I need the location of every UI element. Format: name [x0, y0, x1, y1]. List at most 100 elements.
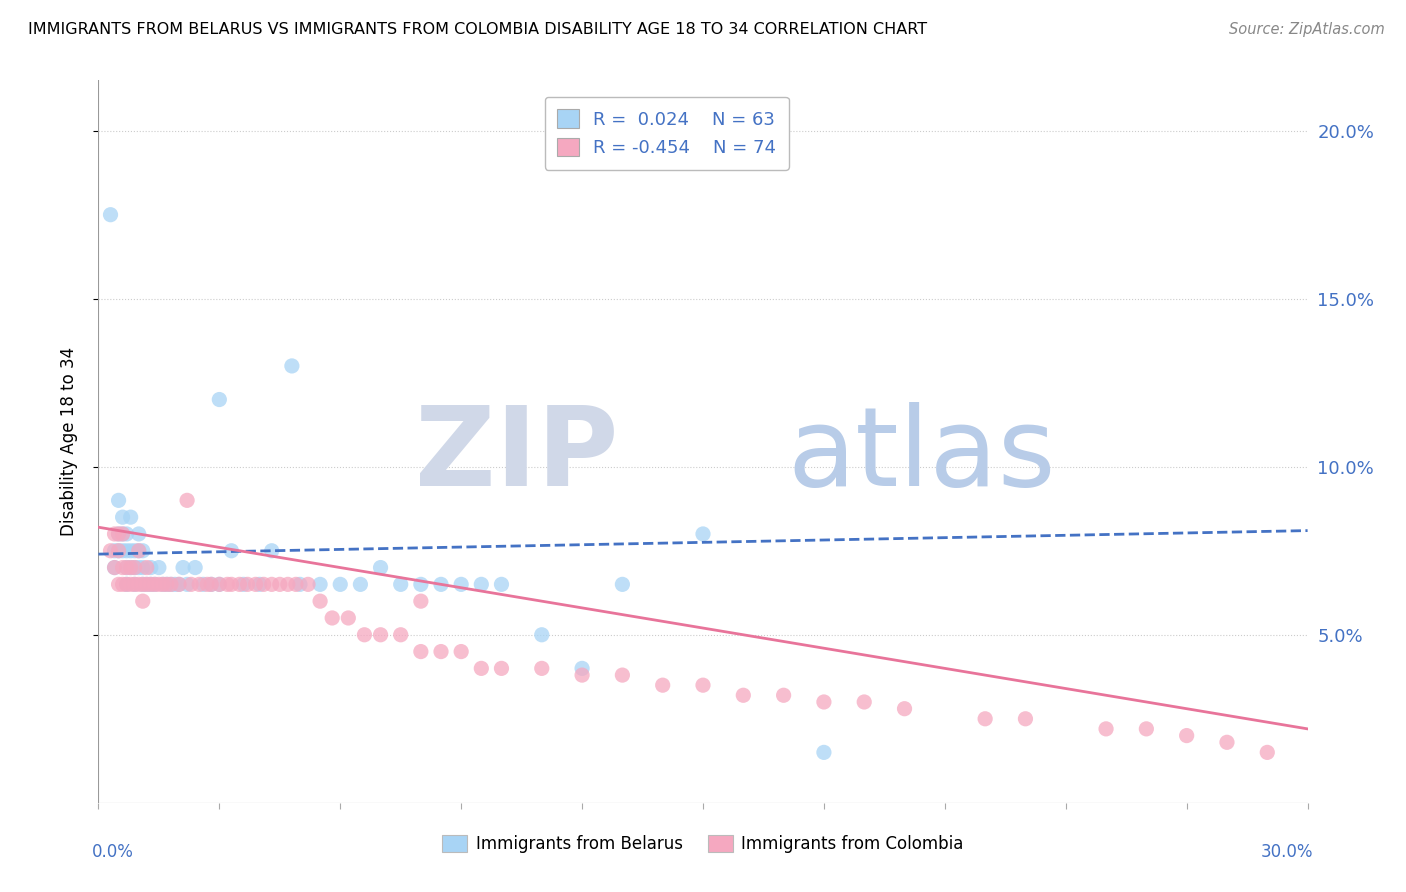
Point: [139, 577, 162, 591]
Point: [103, 527, 125, 541]
Point: [132, 577, 155, 591]
Point: [180, 577, 202, 591]
Point: [128, 543, 150, 558]
Text: IMMIGRANTS FROM BELARUS VS IMMIGRANTS FROM COLOMBIA DISABILITY AGE 18 TO 34 CORR: IMMIGRANTS FROM BELARUS VS IMMIGRANTS FR…: [28, 22, 927, 37]
Point: [107, 543, 129, 558]
Point: [277, 577, 299, 591]
Point: [221, 543, 243, 558]
Point: [160, 577, 183, 591]
Point: [120, 560, 142, 574]
Point: [128, 577, 150, 591]
Point: [974, 712, 997, 726]
Text: 30.0%: 30.0%: [1261, 843, 1313, 861]
Point: [692, 527, 714, 541]
Point: [135, 577, 157, 591]
Point: [107, 543, 129, 558]
Point: [128, 543, 150, 558]
Point: [124, 543, 146, 558]
Point: [143, 577, 166, 591]
Point: [409, 594, 432, 608]
Point: [176, 577, 198, 591]
Point: [232, 577, 254, 591]
Point: [281, 359, 304, 373]
Point: [389, 628, 412, 642]
Point: [349, 577, 371, 591]
Text: Source: ZipAtlas.com: Source: ZipAtlas.com: [1229, 22, 1385, 37]
Point: [208, 392, 231, 407]
Point: [571, 661, 593, 675]
Point: [107, 577, 129, 591]
Point: [124, 577, 146, 591]
Point: [253, 577, 276, 591]
Point: [172, 560, 194, 574]
Point: [120, 577, 142, 591]
Point: [139, 560, 162, 574]
Point: [853, 695, 876, 709]
Point: [132, 594, 155, 608]
Point: [120, 543, 142, 558]
Point: [260, 543, 283, 558]
Point: [288, 577, 311, 591]
Point: [193, 577, 215, 591]
Point: [200, 577, 222, 591]
Point: [167, 577, 190, 591]
Point: [124, 560, 146, 574]
Point: [236, 577, 259, 591]
Point: [128, 527, 150, 541]
Point: [107, 493, 129, 508]
Point: [1014, 712, 1036, 726]
Point: [1175, 729, 1198, 743]
Point: [1095, 722, 1118, 736]
Point: [571, 668, 593, 682]
Point: [111, 560, 134, 574]
Point: [115, 543, 138, 558]
Point: [733, 688, 755, 702]
Point: [100, 208, 122, 222]
Point: [103, 560, 125, 574]
Point: [370, 560, 392, 574]
Point: [813, 695, 835, 709]
Point: [115, 560, 138, 574]
Point: [111, 577, 134, 591]
Point: [124, 560, 146, 574]
Point: [139, 577, 162, 591]
Point: [389, 577, 412, 591]
Point: [103, 543, 125, 558]
Point: [115, 560, 138, 574]
Point: [156, 577, 179, 591]
Point: [132, 577, 155, 591]
Point: [152, 577, 174, 591]
Point: [115, 527, 138, 541]
Text: ZIP: ZIP: [415, 402, 619, 509]
Point: [450, 644, 472, 658]
Point: [1216, 735, 1239, 749]
Point: [132, 560, 155, 574]
Point: [409, 577, 432, 591]
Point: [200, 577, 222, 591]
Point: [111, 527, 134, 541]
Point: [188, 577, 211, 591]
Point: [1256, 745, 1278, 759]
Point: [135, 577, 157, 591]
Point: [143, 577, 166, 591]
Point: [184, 560, 207, 574]
Point: [491, 577, 513, 591]
Point: [195, 577, 218, 591]
Point: [100, 543, 122, 558]
Point: [103, 560, 125, 574]
Point: [217, 577, 239, 591]
Point: [107, 527, 129, 541]
Point: [470, 661, 492, 675]
Point: [309, 594, 332, 608]
Point: [692, 678, 714, 692]
Point: [297, 577, 319, 591]
Point: [152, 577, 174, 591]
Point: [321, 611, 343, 625]
Point: [107, 527, 129, 541]
Point: [450, 577, 472, 591]
Point: [430, 644, 453, 658]
Point: [491, 661, 513, 675]
Point: [370, 628, 392, 642]
Point: [132, 543, 155, 558]
Point: [530, 628, 553, 642]
